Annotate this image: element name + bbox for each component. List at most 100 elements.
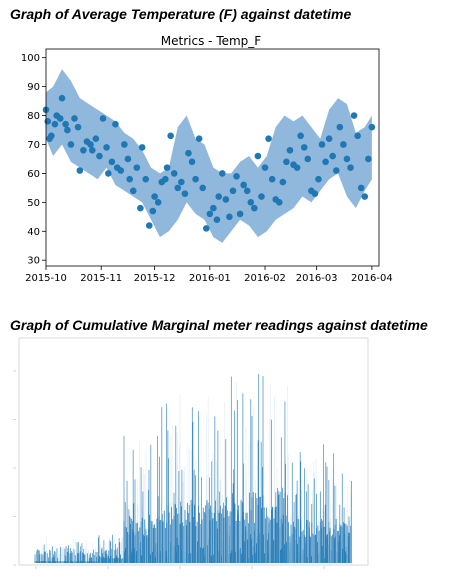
data-point: [343, 155, 351, 163]
temperature-x-axis: 2015-10 2015-11 2015-12 2016-01 2016-02 2016-…: [25, 266, 393, 284]
y-tick-label: 40: [27, 227, 40, 238]
data-point: [162, 175, 169, 183]
data-point: [226, 213, 233, 221]
data-point: [325, 135, 333, 142]
temperature-points: [42, 94, 376, 232]
data-point: [192, 175, 199, 183]
y-tick-label: 50: [27, 198, 40, 209]
data-point: [347, 164, 354, 171]
data-point: [261, 164, 269, 171]
data-point: [297, 132, 304, 140]
data-point: [329, 152, 337, 160]
temperature-confidence-band: [46, 69, 372, 243]
data-point: [206, 210, 214, 218]
band-area: [46, 69, 372, 243]
data-point: [117, 167, 125, 174]
data-point: [185, 149, 192, 157]
data-point: [108, 158, 116, 166]
data-point: [129, 187, 137, 195]
data-point: [229, 187, 237, 195]
y-tick-label: 70: [27, 140, 40, 151]
data-point: [92, 135, 100, 142]
data-point: [138, 144, 146, 151]
x-tick-label: 2016-01: [189, 273, 231, 284]
data-point: [361, 193, 369, 200]
data-point: [96, 152, 103, 160]
data-point: [286, 146, 294, 154]
temperature-plot-frame: [45, 48, 380, 267]
data-point: [322, 158, 329, 166]
data-point: [240, 181, 247, 189]
data-point: [124, 155, 132, 163]
data-point: [254, 152, 262, 160]
meter-readings-axis-ticks: [13, 370, 325, 569]
data-point: [213, 216, 221, 224]
data-point: [258, 193, 265, 200]
data-point: [181, 190, 189, 197]
data-point: [88, 146, 96, 154]
data-point: [145, 222, 153, 229]
y-tick-label: 90: [27, 82, 40, 93]
data-point: [236, 210, 244, 218]
data-point: [202, 225, 210, 232]
data-point: [247, 199, 255, 206]
data-point: [311, 190, 319, 197]
x-tick-label: 2015-11: [80, 273, 122, 284]
data-point: [58, 94, 66, 102]
data-point: [163, 164, 171, 171]
data-point: [350, 112, 358, 119]
y-tick-label: 100: [21, 53, 40, 64]
data-point: [76, 167, 84, 174]
data-point: [368, 123, 376, 131]
x-tick-label: 2015-10: [25, 273, 67, 284]
data-point: [318, 141, 326, 148]
data-point: [222, 196, 230, 203]
data-point: [340, 141, 347, 148]
meter-plot-frame: [18, 337, 369, 566]
data-point: [126, 175, 133, 183]
x-tick-label: 2016-04: [351, 273, 393, 284]
data-point: [170, 170, 178, 177]
data-point: [283, 158, 290, 166]
data-point: [151, 193, 158, 200]
data-point: [112, 120, 119, 128]
data-point: [275, 199, 283, 206]
data-point: [315, 175, 322, 183]
data-point: [105, 170, 112, 177]
data-point: [74, 123, 82, 131]
data-point: [279, 178, 287, 186]
data-point: [233, 173, 240, 180]
data-point: [265, 135, 272, 142]
data-point: [332, 167, 340, 174]
data-point: [67, 141, 75, 148]
data-point: [103, 144, 110, 151]
meter-readings-bars: [34, 373, 352, 563]
data-point: [64, 126, 71, 134]
temperature-chart: Metrics - Temp_F 30 40 50 60 70 80 90 100 2015-…: [21, 34, 393, 284]
data-point: [218, 170, 226, 177]
data-point: [195, 135, 203, 142]
data-point: [137, 204, 144, 212]
x-tick-label: 2015-12: [134, 273, 176, 284]
data-point: [251, 204, 258, 212]
first-chart-heading: Graph of Average Temperature (F) against…: [10, 6, 352, 22]
second-chart-heading: Graph of Cumulative Marginal meter readi…: [10, 317, 428, 333]
data-point: [154, 199, 162, 206]
y-tick-label: 60: [27, 169, 40, 180]
data-point: [188, 158, 196, 166]
data-point: [87, 141, 94, 148]
data-point: [174, 184, 182, 192]
x-tick-label: 2016-02: [244, 273, 286, 284]
data-point: [199, 184, 207, 192]
data-point: [167, 132, 174, 140]
data-point: [357, 184, 365, 192]
data-point: [293, 164, 301, 171]
data-point: [210, 204, 217, 212]
data-point: [142, 175, 150, 183]
data-point: [365, 155, 372, 163]
data-point: [243, 187, 251, 195]
data-point: [149, 207, 157, 215]
data-point: [80, 146, 87, 154]
data-point: [300, 144, 308, 151]
